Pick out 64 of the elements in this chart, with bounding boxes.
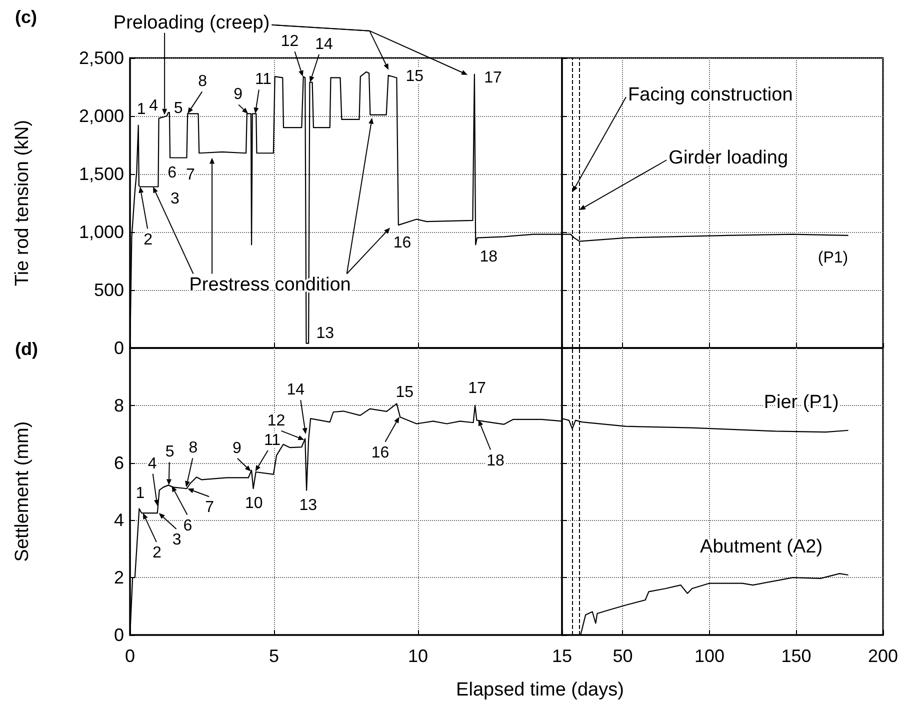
y-axis-title: Settlement (mm) [12,421,33,562]
y-axis-title: Tie rod tension (kN) [12,120,33,286]
annotation: 17 [468,380,486,397]
series-label: Pier (P1) [764,392,839,413]
annotation: 4 [148,455,157,472]
annotation: 2 [144,231,153,248]
annotation: 5 [165,444,174,461]
annotation: 4 [149,97,158,114]
annotation: 12 [267,412,286,430]
y-tick-label: 2 [114,568,124,588]
annotation: 8 [198,73,208,90]
annotation: 18 [486,452,504,470]
y-tick-label: 8 [114,395,124,416]
annotation: 8 [188,440,198,457]
annotation: 1 [136,101,146,118]
annotation: 10 [244,495,263,512]
annotation: 17 [484,70,502,87]
series-label: Abutment (A2) [700,536,823,558]
x-tick-label: 100 [694,646,725,666]
annotation: 3 [172,532,182,549]
ref-line-label: Girder loading [668,148,788,168]
annotation: 2 [152,544,162,562]
annotation: 15 [396,384,414,402]
annotation: 3 [170,190,180,208]
annotation: 6 [183,517,192,534]
y-tick-label: 6 [114,452,124,473]
y-tick-label: 2,000 [78,106,124,126]
annotation: 12 [280,33,299,50]
annotation: 11 [254,71,272,88]
annotation: 13 [299,497,318,514]
annotation: 18 [480,248,498,266]
annotation: 11 [264,432,281,449]
annotation: 1 [136,485,145,502]
annotation: 16 [393,234,412,252]
annotation: Preloading (creep) [113,12,270,34]
y-tick-label: 500 [94,280,124,300]
annotation: 14 [315,36,333,53]
annotation: 5 [174,100,183,118]
annotation: 6 [168,164,177,182]
y-tick-label: 1,500 [78,164,124,184]
annotation: (P1) [818,250,848,266]
annotation: 9 [232,440,242,457]
annotation: 7 [186,166,196,184]
x-tick-label: 5 [268,646,280,666]
y-tick-label: 4 [114,510,124,530]
annotation: 7 [205,499,214,516]
ref-line-label: Facing construction [628,84,793,106]
x-axis-title: Elapsed time (days) [456,680,624,700]
annotation: 15 [406,68,424,86]
x-tick-label: 150 [781,646,812,666]
y-tick-label: 2,500 [78,48,124,68]
x-tick-label: 200 [868,646,898,666]
chart-title: (c) [15,7,38,27]
y-tick-label: 0 [114,625,124,645]
y-tick-label: 1,000 [78,222,124,242]
annotation: 13 [316,324,334,342]
y-tick-label: 0 [114,338,124,358]
x-tick-label: 15 [552,646,572,666]
x-tick-label: 50 [612,646,633,666]
chart-title: (d) [15,339,38,359]
annotation: 14 [286,382,305,399]
x-tick-label: 10 [408,646,428,666]
annotation: 16 [371,444,390,462]
annotation: 9 [234,86,243,104]
